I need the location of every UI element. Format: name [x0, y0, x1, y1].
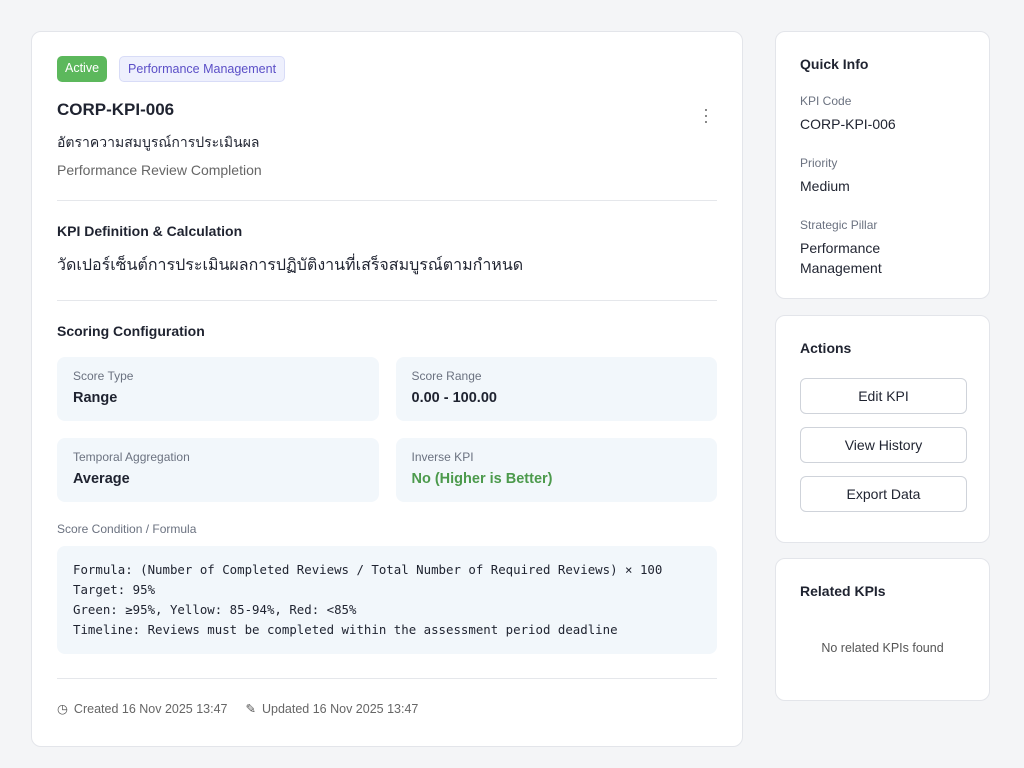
scoring-title: Scoring Configuration: [57, 323, 205, 339]
priority-label: Priority: [800, 156, 838, 170]
actions-title: Actions: [800, 340, 852, 356]
kpi-code-value: CORP-KPI-006: [800, 116, 896, 132]
score-range-label: Score Range: [411, 369, 482, 383]
quick-info-title: Quick Info: [800, 56, 869, 72]
formula-block: Formula: (Number of Completed Reviews / …: [57, 546, 717, 654]
more-options-icon[interactable]: · · ·: [703, 99, 709, 131]
kpi-code: CORP-KPI-006: [57, 100, 175, 119]
kpi-code-label: KPI Code: [800, 94, 852, 108]
export-data-button[interactable]: Export Data: [800, 476, 967, 512]
category-tag[interactable]: Performance Management: [119, 56, 286, 82]
temporal-aggregation-box: Temporal Aggregation Average: [57, 438, 379, 502]
view-history-button[interactable]: View History: [800, 427, 967, 463]
kpi-name-english: Performance Review Completion: [57, 162, 262, 178]
formula-label: Score Condition / Formula: [57, 522, 197, 536]
edit-kpi-button[interactable]: Edit KPI: [800, 378, 967, 414]
score-range-box: Score Range 0.00 - 100.00: [395, 357, 717, 421]
pillar-value: Performance Management: [800, 240, 882, 276]
edit-icon: ✎: [245, 702, 256, 716]
clock-icon: ◷: [57, 702, 68, 716]
status-badge: Active: [57, 56, 108, 82]
temporal-aggregation-label: Temporal Aggregation: [73, 450, 190, 464]
inverse-kpi-value: No (Higher is Better): [411, 471, 553, 487]
divider: [57, 300, 717, 301]
temporal-aggregation-value: Average: [73, 471, 130, 487]
score-type-value: Range: [73, 390, 118, 406]
inverse-kpi-label: Inverse KPI: [411, 450, 474, 464]
priority-value: Medium: [800, 178, 850, 194]
related-empty-message: No related KPIs found: [821, 641, 944, 655]
kpi-name-thai: อัตราความสมบูรณ์การประเมินผล: [57, 134, 260, 150]
created-timestamp: Created 16 Nov 2025 13:47: [73, 702, 228, 716]
updated-timestamp: Updated 16 Nov 2025 13:47: [262, 702, 419, 716]
quick-info-card: Quick Info KPI Code CORP-KPI-006 Priorit…: [775, 31, 990, 299]
definition-text: วัดเปอร์เซ็นต์การประเมินผลการปฏิบัติงานท…: [57, 257, 524, 274]
inverse-kpi-box: Inverse KPI No (Higher is Better): [395, 438, 717, 502]
score-range-value: 0.00 - 100.00: [411, 390, 497, 406]
actions-card: Actions Edit KPI View History Export Dat…: [775, 315, 990, 543]
pillar-label: Strategic Pillar: [800, 218, 878, 232]
score-type-label: Score Type: [73, 369, 134, 383]
related-kpis-card: Related KPIs No related KPIs found: [775, 558, 990, 701]
score-type-box: Score Type Range: [57, 357, 379, 421]
definition-title: KPI Definition & Calculation: [57, 223, 243, 239]
related-kpis-title: Related KPIs: [800, 583, 886, 599]
kpi-detail-card: Active Performance Management · · · CORP-K…: [31, 31, 743, 747]
divider: [57, 200, 717, 201]
divider: [57, 678, 717, 679]
